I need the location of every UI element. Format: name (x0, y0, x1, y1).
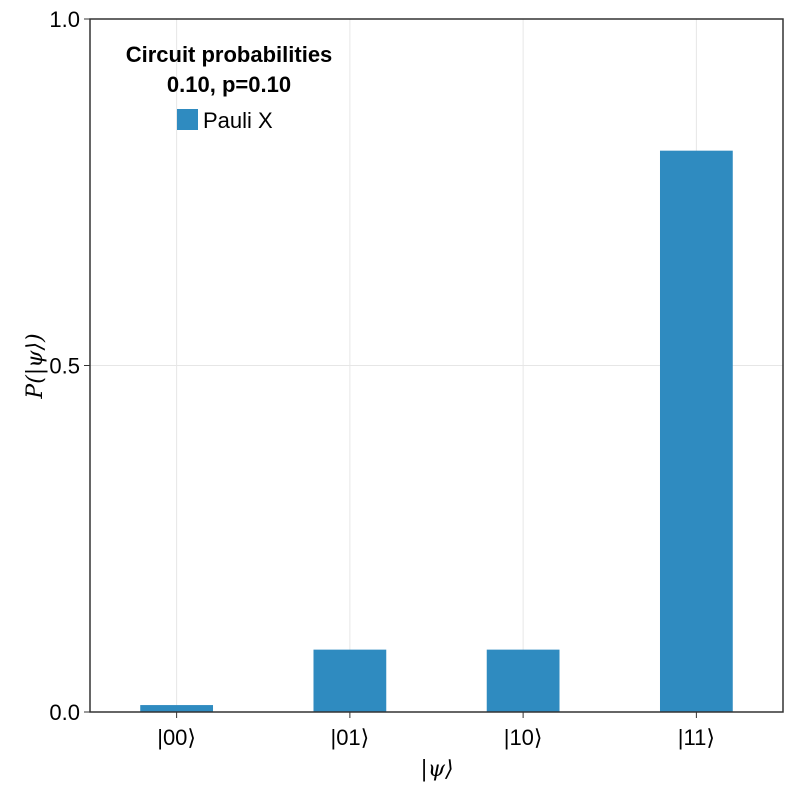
bar-1 (313, 649, 387, 712)
bar-3 (659, 150, 733, 713)
legend: Circuit probabilities 0.10, p=0.10 Pauli… (126, 42, 333, 133)
y-tick-label: 0.5 (49, 354, 80, 379)
y-tick-label: 1.0 (49, 7, 80, 32)
legend-label-pauli-x: Pauli X (203, 108, 273, 133)
y-axis-title: P(|ψ⟩) (23, 333, 48, 399)
x-tick-label: |00⟩ (157, 725, 196, 750)
bar-0 (140, 705, 214, 712)
x-axis-title: |ψ⟩ (420, 757, 453, 782)
x-tick-label: |11⟩ (678, 725, 715, 750)
x-tick-label: |10⟩ (504, 725, 543, 750)
y-axis: 0.0 0.5 1.0 (49, 7, 90, 725)
legend-title-line-2: 0.10, p=0.10 (167, 72, 291, 97)
x-axis: |00⟩ |01⟩ |10⟩ |11⟩ (157, 712, 715, 750)
y-tick-label: 0.0 (49, 700, 80, 725)
bar-2 (486, 649, 560, 712)
bars (140, 150, 733, 713)
x-tick-label: |01⟩ (330, 725, 369, 750)
legend-title-line-1: Circuit probabilities (126, 42, 333, 67)
legend-swatch (177, 109, 198, 130)
